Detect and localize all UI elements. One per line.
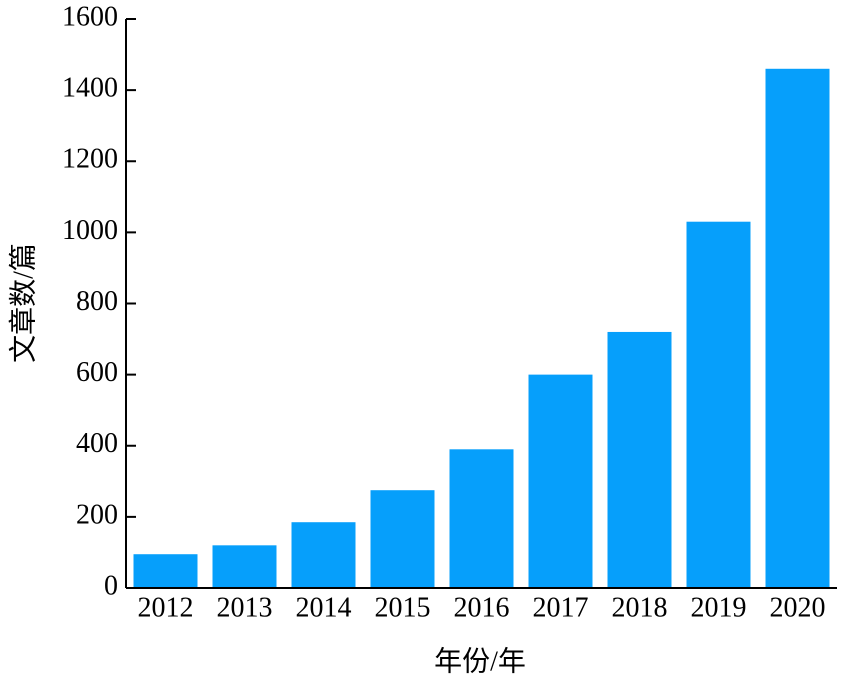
bar — [212, 545, 277, 588]
x-tick-label: 2017 — [533, 592, 589, 623]
bar — [686, 221, 751, 589]
x-tick-label: 2012 — [138, 592, 194, 623]
x-tick-label: 2018 — [612, 592, 668, 623]
x-tick-label: 2014 — [296, 592, 352, 623]
x-tick-label: 2013 — [217, 592, 273, 623]
bar — [133, 554, 198, 588]
bar — [291, 522, 356, 588]
y-tick-label: 1400 — [62, 73, 118, 104]
bar — [449, 449, 514, 588]
x-axis-label: 年份/年 — [434, 645, 526, 677]
x-tick-label: 2019 — [691, 592, 747, 623]
x-tick-label: 2015 — [375, 592, 431, 623]
y-tick-label: 600 — [76, 357, 118, 388]
y-axis-label: 文章数/篇 — [7, 243, 39, 363]
y-tick-label: 200 — [76, 499, 118, 530]
bar — [370, 490, 435, 588]
y-tick-label: 1200 — [62, 144, 118, 175]
y-tick-label: 0 — [104, 570, 118, 601]
y-tick-label: 1600 — [62, 1, 118, 32]
x-tick-label: 2020 — [770, 592, 826, 623]
y-tick-label: 800 — [76, 286, 118, 317]
x-tick-label: 2016 — [454, 592, 510, 623]
bar — [607, 331, 672, 588]
bar — [528, 374, 593, 588]
bar — [765, 68, 830, 589]
y-tick-label: 400 — [76, 428, 118, 459]
y-tick-label: 1000 — [62, 215, 118, 246]
